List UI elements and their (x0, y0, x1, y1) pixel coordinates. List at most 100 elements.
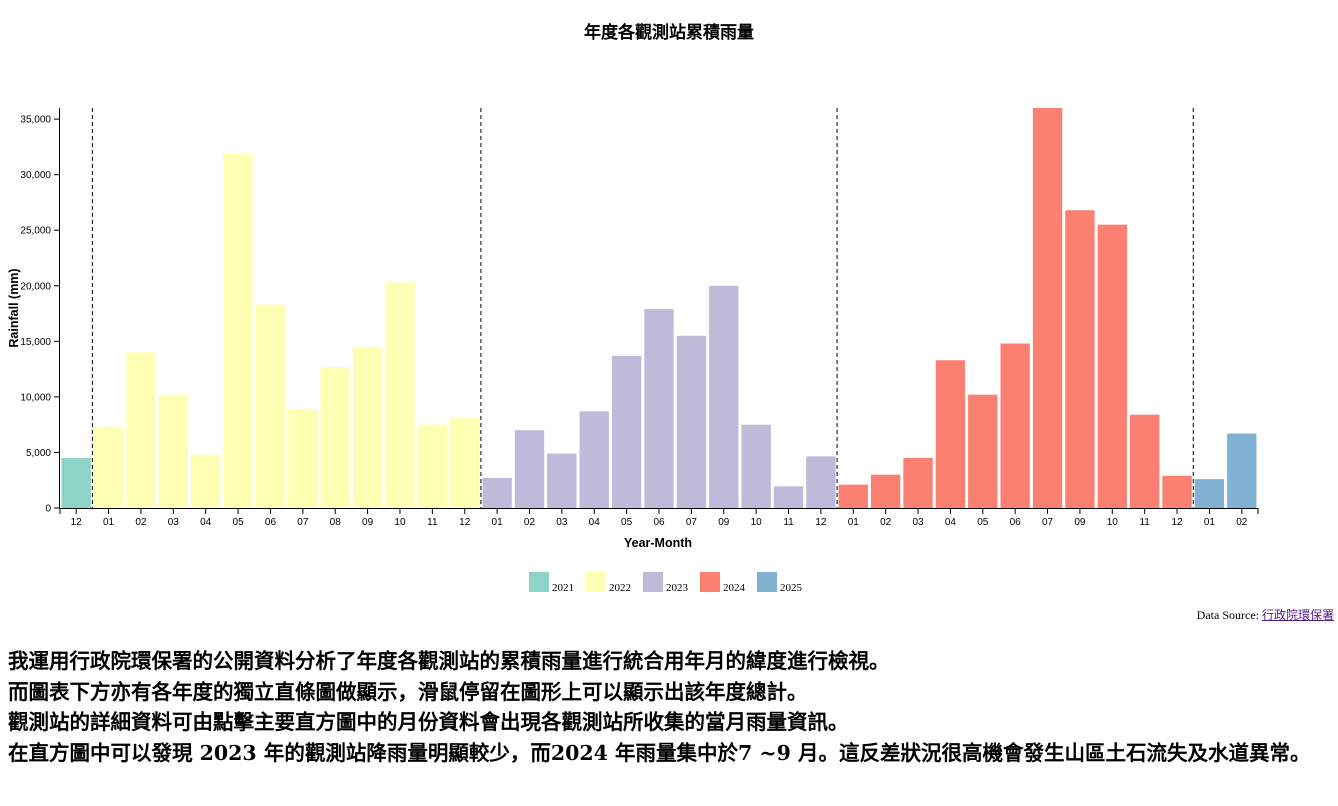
bar-2024-07[interactable] (1032, 108, 1063, 508)
x-tick-label: 06 (1010, 517, 1022, 528)
legend-swatch-2024 (700, 572, 720, 592)
x-tick-label: 05 (977, 517, 989, 528)
bar-2022-05[interactable] (223, 153, 253, 508)
x-tick-label: 04 (589, 517, 601, 528)
x-tick-label: 01 (103, 517, 115, 528)
x-tick-label: 11 (783, 517, 794, 528)
bar-2024-05[interactable] (968, 394, 998, 508)
bar-2024-04[interactable] (935, 360, 966, 508)
bar-2025-02[interactable] (1227, 433, 1257, 508)
x-tick-label: 10 (1107, 517, 1119, 528)
y-tick-label: 25,000 (20, 226, 51, 237)
x-tick-label: 03 (556, 517, 568, 528)
bar-2023-11[interactable] (773, 486, 804, 508)
y-tick-label: 10,000 (20, 392, 51, 403)
bar-2023-06[interactable] (644, 309, 674, 508)
legend-label-2021: 2021 (552, 582, 574, 594)
x-tick-label: 11 (1139, 517, 1150, 528)
bar-2024-02[interactable] (870, 474, 901, 508)
legend-swatch-2025 (757, 572, 777, 592)
x-tick-label: 02 (1236, 517, 1248, 528)
y-tick-label: 5,000 (26, 448, 51, 459)
rainfall-bar-chart: 0 5,000 10,000 15,000 20,000 25,000 30,000 35,0… (7, 108, 1259, 594)
x-tick-label: 12 (815, 517, 827, 528)
x-axis: 12 01 02 03 04 05 06 07 08 09 10 11 12 01 02 03 04 05 06 07… (59, 508, 1259, 528)
bar-2022-07[interactable] (288, 409, 318, 508)
data-source-prefix: Data Source: (1196, 608, 1262, 622)
x-tick-label: 08 (330, 517, 342, 528)
bar-2024-09[interactable] (1065, 210, 1095, 508)
bar-2022-12[interactable] (450, 418, 480, 508)
y-tick-label: 30,000 (20, 170, 51, 181)
x-axis-label: Year-Month (624, 536, 692, 550)
x-tick-label: 01 (848, 517, 860, 528)
data-source: Data Source: 行政院環保署 (1197, 606, 1334, 623)
bar-2022-09[interactable] (352, 346, 383, 508)
data-source-link[interactable]: 行政院環保署 (1261, 608, 1334, 622)
bar-2024-12[interactable] (1162, 475, 1192, 508)
year-separators (91, 108, 1194, 508)
y-tick-label: 35,000 (20, 115, 51, 126)
x-tick-label: 09 (1074, 517, 1086, 528)
bar-2022-04[interactable] (191, 454, 221, 508)
bar-2023-01[interactable] (482, 478, 512, 508)
bar-2023-12[interactable] (806, 456, 836, 508)
bar-2023-02[interactable] (514, 430, 545, 508)
bar-2025-01[interactable] (1194, 479, 1225, 508)
legend-swatch-2022 (586, 572, 606, 592)
bar-2023-03[interactable] (547, 453, 577, 508)
x-tick-label: 05 (233, 517, 245, 528)
bar-2023-10[interactable] (741, 424, 771, 508)
bar-2023-05[interactable] (611, 355, 642, 508)
bar-2024-10[interactable] (1097, 224, 1127, 509)
legend-label-2022: 2022 (609, 582, 631, 594)
bar-2022-02[interactable] (126, 352, 156, 508)
bar-2024-01[interactable] (838, 484, 868, 508)
x-tick-label: 02 (135, 517, 147, 528)
y-axis-label: Rainfall (mm) (7, 268, 21, 347)
y-tick-label: 15,000 (20, 337, 51, 348)
x-tick-label: 12 (71, 517, 83, 528)
x-tick-label: 03 (912, 517, 924, 528)
bar-2023-07[interactable] (676, 335, 707, 508)
bar-2022-10[interactable] (385, 282, 415, 508)
legend-label-2025: 2025 (780, 582, 803, 594)
x-tick-label: 07 (1042, 517, 1054, 528)
x-tick-label: 04 (945, 517, 957, 528)
bar-2023-09[interactable] (709, 285, 739, 508)
bar-2024-06[interactable] (1000, 343, 1030, 508)
bar-2022-11[interactable] (417, 424, 448, 508)
description-line-3: 觀測站的詳細資料可由點擊主要直方圖中的月份資料會出現各觀測站所收集的當月雨量資訊… (8, 710, 849, 734)
bar-2024-03[interactable] (903, 458, 933, 508)
bar-2022-06[interactable] (255, 304, 286, 508)
x-tick-label: 09 (362, 517, 374, 528)
y-tick-label: 0 (45, 504, 51, 515)
x-tick-label: 10 (394, 517, 406, 528)
bar-2023-04[interactable] (579, 411, 609, 508)
bar-2022-03[interactable] (158, 394, 189, 508)
y-axis: 0 5,000 10,000 15,000 20,000 25,000 30,000 35,0… (20, 108, 60, 515)
x-tick-label: 01 (1204, 517, 1216, 528)
legend-label-2023: 2023 (666, 582, 689, 594)
x-tick-label: 01 (492, 517, 504, 528)
legend-swatch-2021 (529, 572, 549, 592)
description-line-1: 我運用行政院環保署的公開資料分析了年度各觀測站的累積雨量進行統合用年月的緯度進行… (8, 649, 890, 673)
x-tick-label: 03 (168, 517, 180, 528)
chart-title: 年度各觀測站累積雨量 (584, 23, 754, 43)
x-tick-label: 07 (297, 517, 309, 528)
x-tick-label: 02 (524, 517, 536, 528)
bar-2022-08[interactable] (320, 366, 350, 508)
legend-swatch-2023 (643, 572, 663, 592)
x-tick-label: 06 (653, 517, 665, 528)
x-tick-label: 10 (751, 517, 763, 528)
x-tick-label: 02 (880, 517, 892, 528)
description-line-4: 在直方圖中可以發現 2023 年的觀測站降雨量明顯較少，而2024 年雨量集中於… (8, 740, 1311, 765)
bar-2024-11[interactable] (1129, 414, 1160, 508)
bar-2022-01[interactable] (93, 426, 124, 508)
x-tick-label: 09 (718, 517, 730, 528)
description-line-2: 而圖表下方亦有各年度的獨立直條圖做顯示，滑鼠停留在圖形上可以顯示出該年度總計。 (8, 679, 808, 704)
bar-2021-12[interactable] (61, 458, 91, 508)
x-tick-label: 05 (621, 517, 633, 528)
bars-group (61, 108, 1257, 509)
x-tick-label: 12 (1171, 517, 1183, 528)
